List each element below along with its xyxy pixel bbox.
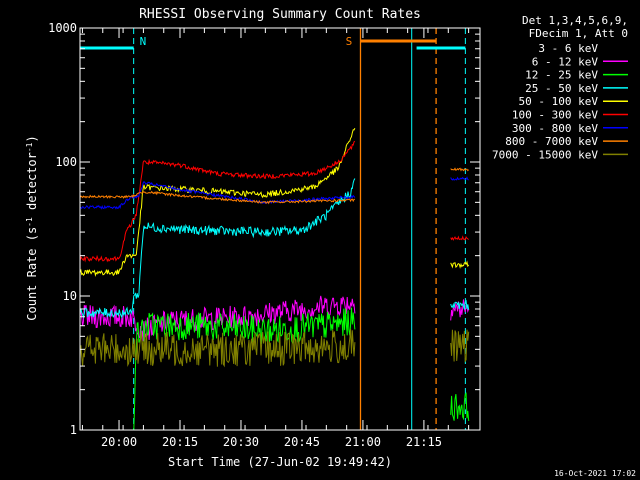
- legend-label: 7000 - 15000 keV: [492, 148, 598, 161]
- x-tick-label: 20:30: [223, 435, 259, 449]
- series-line: [79, 178, 356, 320]
- y-axis-label: Count Rate (s-1 detector-1): [25, 135, 40, 320]
- y-tick-label: 100: [55, 155, 77, 169]
- series-line: [450, 176, 469, 181]
- legend-label: 50 - 100 keV: [519, 95, 599, 108]
- series-line: [450, 299, 470, 310]
- series-line: [79, 329, 356, 368]
- series-line: [79, 127, 356, 277]
- series-line: [450, 392, 470, 422]
- legend-header-2: FDecim 1, Att 0: [529, 27, 628, 40]
- x-tick-label: 20:45: [284, 435, 320, 449]
- series-line: [79, 140, 356, 263]
- y-tick-label: 1000: [48, 21, 77, 35]
- x-tick-label: 20:00: [101, 435, 137, 449]
- legend-label: 6 - 12 keV: [532, 55, 599, 68]
- marker-annotation: N: [140, 35, 147, 48]
- series-line: [450, 167, 470, 172]
- legend-label: 3 - 6 keV: [538, 42, 598, 55]
- plot-frame: [79, 27, 481, 431]
- footer-timestamp: 16-Oct-2021 17:02: [554, 469, 636, 478]
- y-label-part-2: detector: [25, 152, 39, 217]
- marker-annotation: S: [346, 35, 353, 48]
- series-line: [450, 235, 469, 241]
- legend-label: 25 - 50 keV: [525, 82, 598, 95]
- legend-label: 800 - 7000 keV: [505, 135, 598, 148]
- y-tick-label: 10: [63, 289, 77, 303]
- y-label-part-1: Count Rate (s: [25, 227, 39, 321]
- legend-label: 300 - 800 keV: [512, 122, 598, 135]
- legend-header-1: Det 1,3,4,5,6,9,: [522, 14, 628, 27]
- chart-title: RHESSI Observing Summary Count Rates: [139, 7, 421, 22]
- y-label-exponent-1: -1: [25, 217, 34, 227]
- y-tick-label: 1: [70, 423, 77, 437]
- x-tick-label: 21:00: [345, 435, 381, 449]
- series-line: [450, 329, 470, 363]
- series-line: [79, 190, 356, 205]
- axes-layer: 1 10 100 1000 20:00 20:15 20:30 20:45 21:00 21:15: [48, 21, 481, 449]
- x-tick-label: 21:15: [406, 435, 442, 449]
- x-axis-label: Start Time (27-Jun-02 19:49:42): [168, 455, 392, 469]
- series-line: [79, 180, 356, 210]
- series-line: [450, 299, 470, 321]
- series-line: [450, 393, 470, 431]
- legend-label: 100 - 300 keV: [512, 109, 598, 122]
- x-tick-label: 20:15: [162, 435, 198, 449]
- y-label-part-3: ): [25, 135, 39, 142]
- series-layer: [79, 127, 470, 431]
- series-line: [450, 260, 470, 269]
- legend-label: 12 - 25 keV: [525, 69, 598, 82]
- y-label-exponent-2: -1: [25, 142, 34, 152]
